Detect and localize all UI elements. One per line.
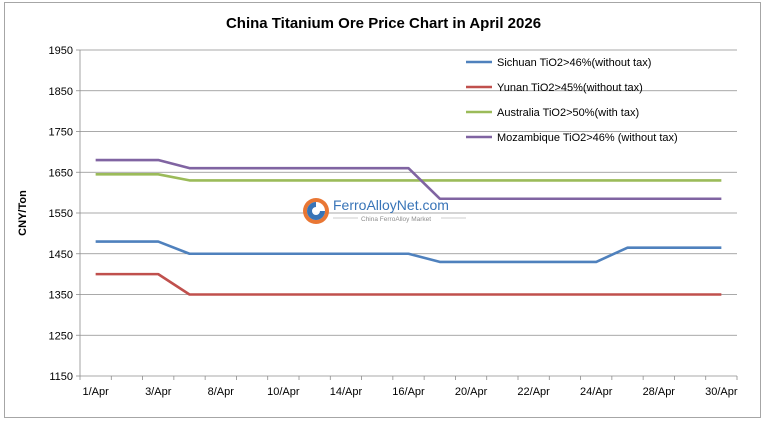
legend-label: Sichuan TiO2>46%(without tax) [497, 57, 651, 69]
chart-frame: China Titanium Ore Price Chart in April … [4, 2, 761, 418]
legend-label: Yunan TiO2>45%(without tax) [497, 82, 643, 94]
y-tick-label: 1650 [49, 167, 73, 179]
y-tick-label: 1150 [49, 371, 73, 383]
watermark-subtext: China FerroAlloy Market [361, 216, 431, 223]
x-tick-label: 1/Apr [82, 386, 109, 398]
legend-label: Australia TiO2>50%(with tax) [497, 107, 639, 119]
axes: 1150 1250 1350 1450 1550 1650 1750 1850 1950 1/Ap… [17, 45, 738, 398]
watermark: FerroAlloyNet.com China FerroAlloy Marke… [303, 197, 466, 224]
chart-title: China Titanium Ore Price Chart in April … [225, 15, 542, 32]
y-tick-label: 1550 [49, 208, 73, 220]
y-tick-label: 1750 [49, 127, 73, 139]
x-tick-label: 14/Apr [330, 386, 363, 398]
x-tick-label: 28/Apr [643, 386, 676, 398]
series-line [95, 272, 722, 296]
y-tick-label: 1350 [49, 290, 73, 302]
y-tick-label: 1250 [49, 330, 73, 342]
legend: Sichuan TiO2>46%(without tax) Yunan TiO2>… [466, 57, 678, 144]
series-lines [95, 158, 722, 296]
x-tick-label: 30/Apr [705, 386, 738, 398]
x-tick-label: 10/Apr [267, 386, 300, 398]
legend-label: Mozambique TiO2>46% (without tax) [497, 132, 678, 144]
series-line [95, 240, 722, 264]
y-axis-label: CNY/Ton [17, 190, 29, 236]
x-tick-label: 22/Apr [517, 386, 550, 398]
x-tick-label: 8/Apr [208, 386, 235, 398]
x-tick-label: 3/Apr [145, 386, 172, 398]
ferroalloy-logo-icon [303, 198, 329, 224]
x-tick-label: 20/Apr [455, 386, 488, 398]
x-tick-label: 16/Apr [392, 386, 425, 398]
series-line [95, 158, 722, 201]
watermark-text: FerroAlloyNet.com [333, 197, 449, 213]
y-tick-label: 1450 [49, 249, 73, 261]
y-tick-label: 1950 [49, 45, 73, 57]
y-tick-label: 1850 [49, 86, 73, 98]
x-tick-label: 24/Apr [580, 386, 613, 398]
series-line [95, 172, 722, 182]
